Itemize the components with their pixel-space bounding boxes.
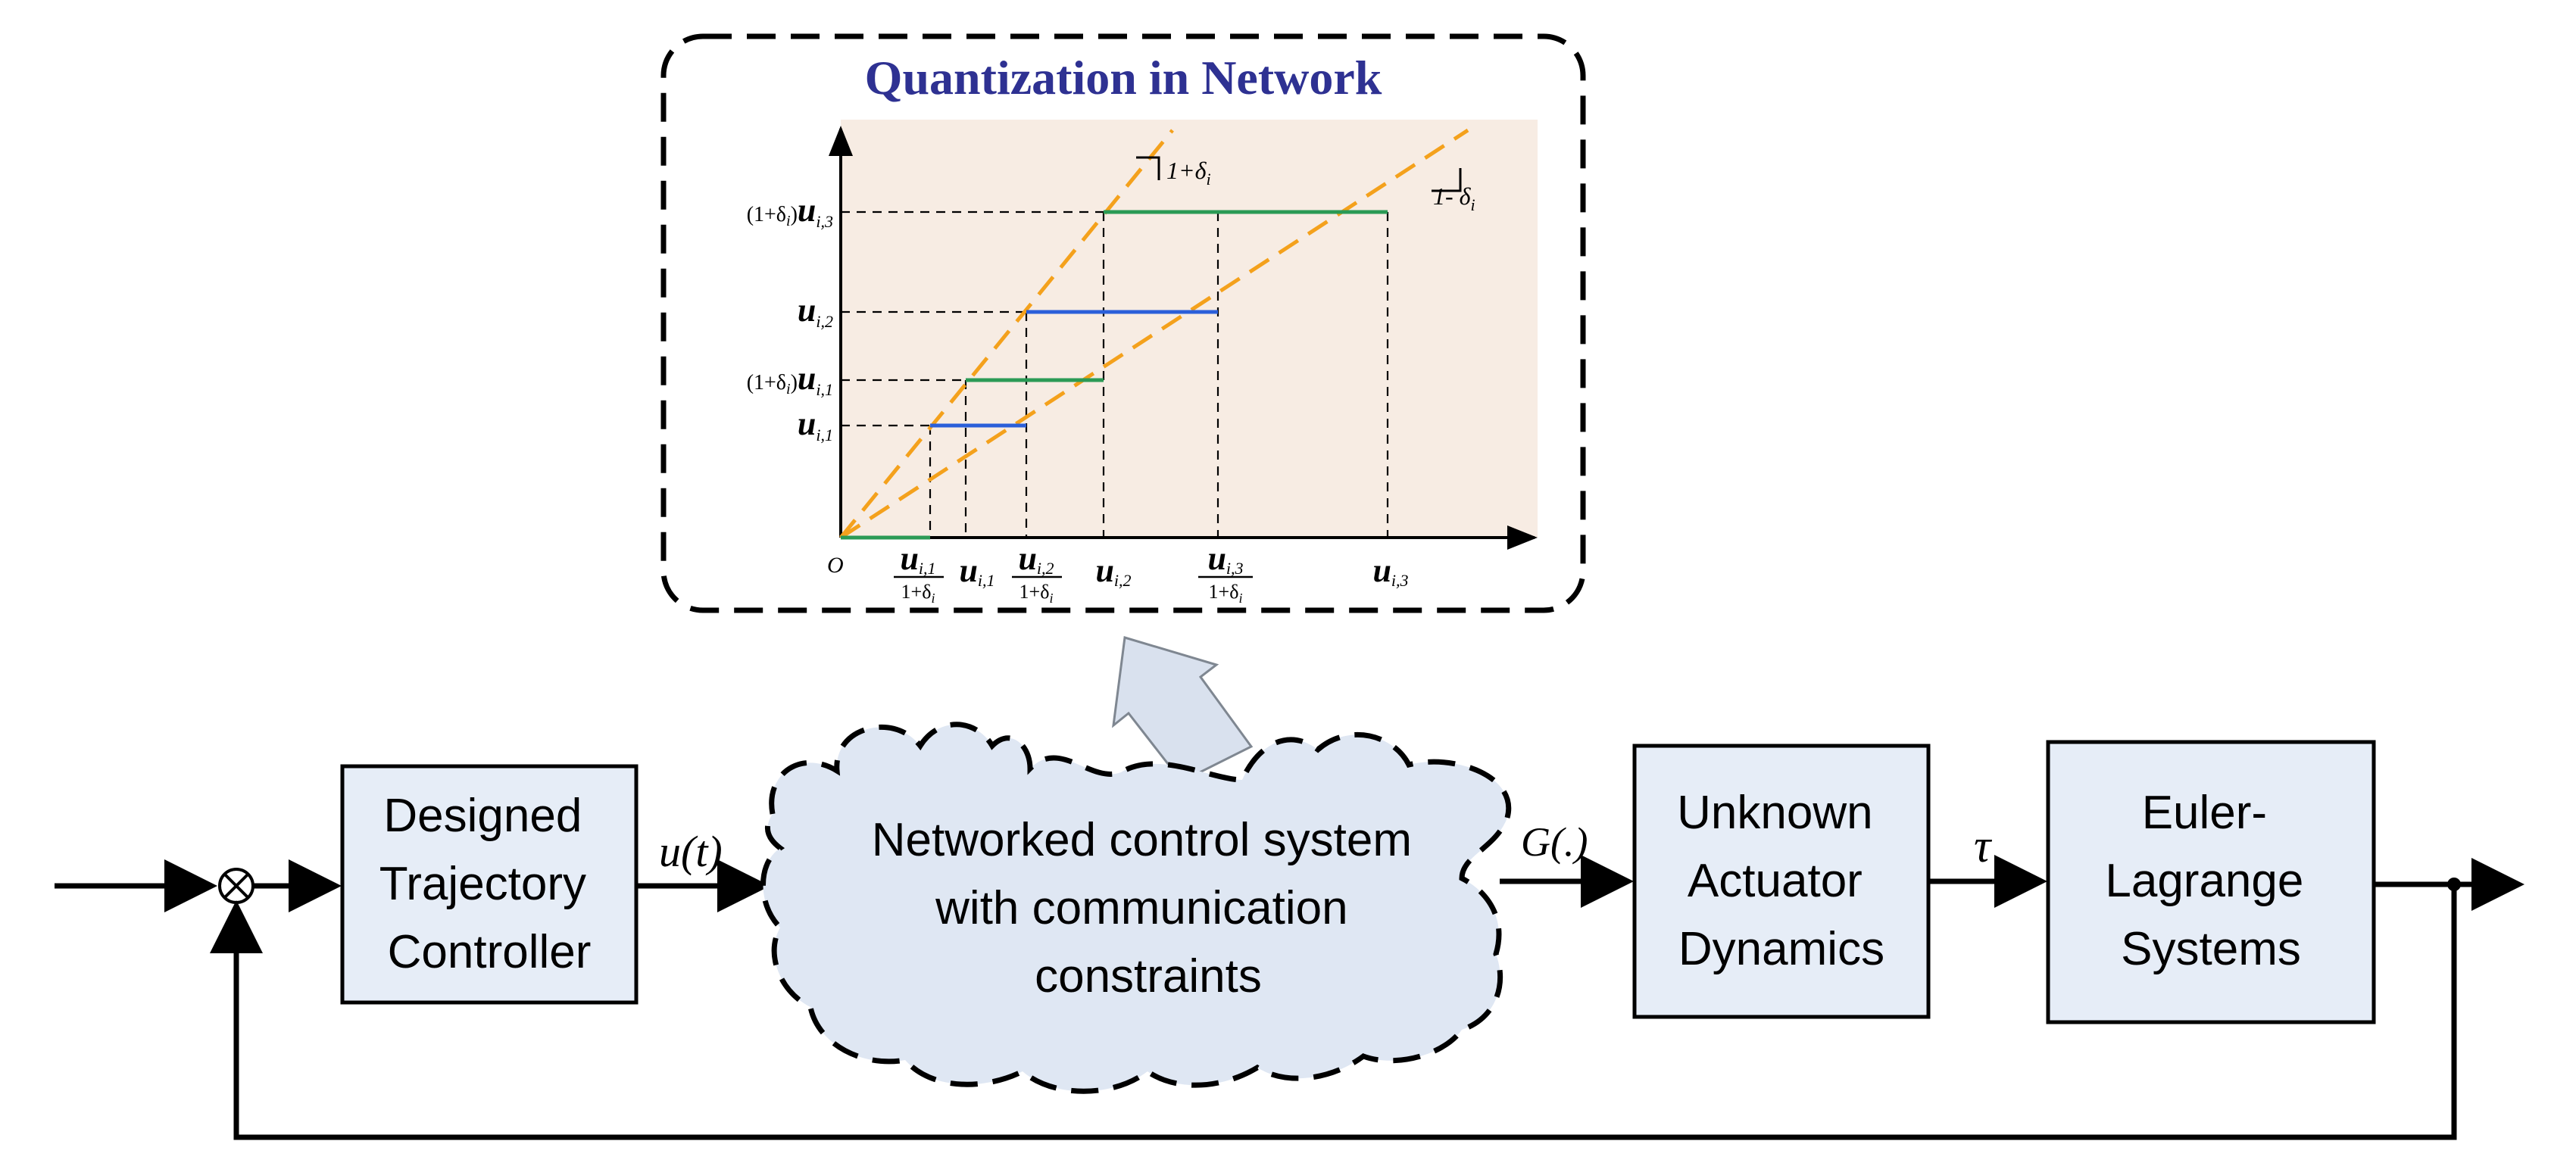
quantizer-steps bbox=[841, 210, 1388, 540]
x-label-2: ui,1 bbox=[959, 552, 994, 590]
slope-lower-mark bbox=[1432, 168, 1462, 192]
plant-label: Euler- Lagrange Systems bbox=[2105, 787, 2316, 975]
upper-bound-line bbox=[839, 129, 1174, 539]
svg-text:1+δi: 1+δi bbox=[1019, 581, 1054, 606]
y-label-2: ui,2 bbox=[798, 292, 833, 331]
y-label-3: (1+δi)ui,1 bbox=[747, 360, 833, 399]
controller-label: Designed Trajectory Controller bbox=[379, 790, 600, 978]
signal-g-label: G(.) bbox=[1521, 819, 1588, 865]
svg-text:ui,1: ui,1 bbox=[959, 552, 994, 590]
feedback-path bbox=[210, 884, 2457, 1140]
signal-u-label: u(t) bbox=[659, 827, 723, 876]
x-labels: ui,1 1+δi ui,1 ui,2 1+δi ui,2 ui,3 1+δi bbox=[894, 540, 1409, 606]
svg-text:ui,3: ui,3 bbox=[1372, 552, 1408, 590]
svg-text:1+δi: 1+δi bbox=[1209, 581, 1243, 606]
x-label-5: ui,3 1+δi bbox=[1198, 540, 1253, 606]
pointer-arrow bbox=[1112, 636, 1254, 783]
actuator-block bbox=[1632, 744, 1931, 1019]
svg-text:ui,3: ui,3 bbox=[1207, 540, 1243, 578]
network-label: Networked control system with communicat… bbox=[872, 814, 1425, 1002]
svg-text:ui,2: ui,2 bbox=[1018, 540, 1054, 578]
lower-bound-line bbox=[839, 128, 1469, 540]
y-labels: (1+δi)ui,3 ui,2 (1+δi)ui,1 ui,1 bbox=[747, 192, 833, 444]
x-label-3: ui,2 1+δi bbox=[1012, 540, 1062, 606]
svg-text:ui,1: ui,1 bbox=[900, 540, 935, 578]
actuator-label: Unknown Actuator Dynamics bbox=[1677, 787, 1886, 975]
inset-title: Quantization in Network bbox=[865, 51, 1382, 104]
y-label-4: ui,1 bbox=[798, 405, 833, 444]
x-label-4: ui,2 bbox=[1095, 552, 1131, 590]
slope-upper-mark bbox=[1136, 156, 1160, 180]
network-cloud bbox=[760, 722, 1512, 1094]
controller-block bbox=[340, 764, 639, 1005]
plot-background bbox=[841, 120, 1538, 538]
svg-text:1+δi: 1+δi bbox=[901, 581, 935, 606]
y-label-1: (1+δi)ui,3 bbox=[747, 192, 833, 231]
quantization-inset: Quantization in Network bbox=[660, 33, 1586, 613]
slope-upper-label: 1+δi bbox=[1166, 157, 1211, 189]
svg-text:ui,2: ui,2 bbox=[1095, 552, 1131, 590]
origin-label: O bbox=[827, 553, 844, 578]
signal-tau-label: τ bbox=[1974, 821, 1993, 872]
x-label-6: ui,3 bbox=[1372, 552, 1408, 590]
summing-junction bbox=[218, 868, 254, 904]
plant-block bbox=[2046, 740, 2376, 1024]
x-label-1: ui,1 1+δi bbox=[894, 540, 944, 606]
slope-lower-label: 1- δi bbox=[1433, 182, 1475, 214]
